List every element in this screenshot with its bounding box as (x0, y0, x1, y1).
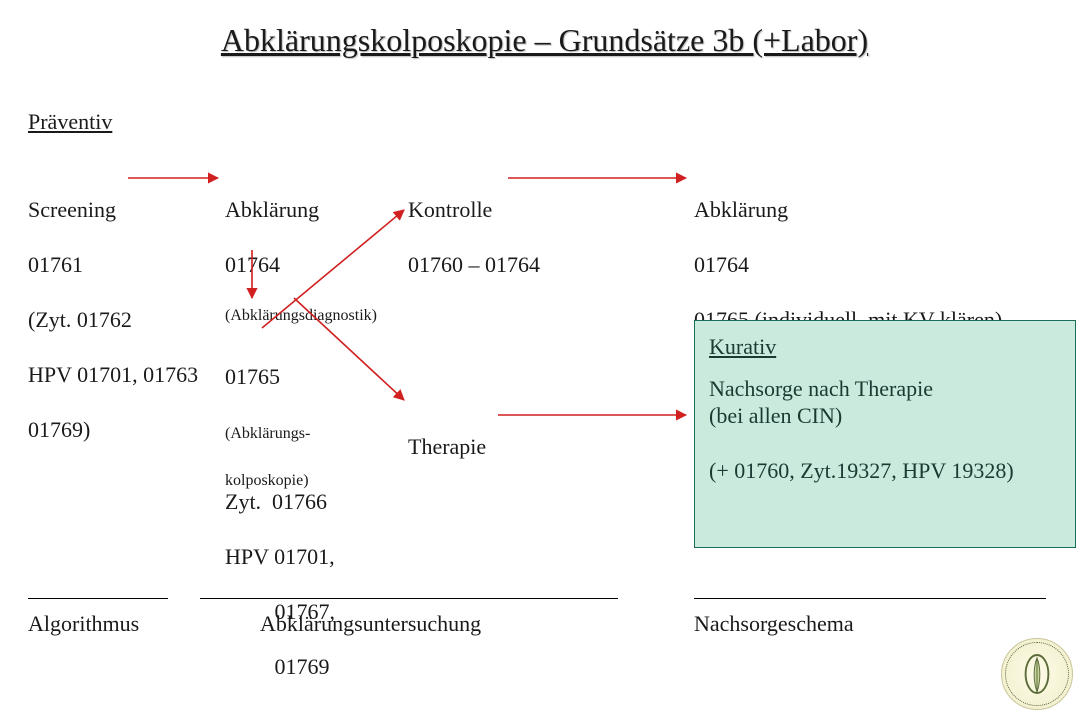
footer-nachsorge: Nachsorgeschema (694, 610, 854, 638)
therapie-text: Therapie (408, 434, 486, 459)
kurativ-header: Kurativ (709, 333, 776, 361)
node-kontrolle: Kontrolle 01760 – 01764 (408, 168, 540, 306)
kontrolle-l1: Kontrolle (408, 196, 540, 224)
abkl1-note: (Abklärungsdiagnostik) (225, 306, 377, 326)
codes-l4: 01769 (225, 653, 335, 681)
rule-1 (28, 598, 168, 599)
screening-l1: 01761 (28, 251, 198, 279)
kurativ-l2: (bei allen CIN) (709, 403, 842, 428)
organization-logo-icon (1001, 638, 1073, 710)
kontrolle-l2: 01760 – 01764 (408, 251, 540, 279)
abkl2-l2: 01764 (694, 251, 1002, 279)
col01765-n1: (Abklärungs- (225, 424, 310, 444)
section-label-praventiv: Präventiv (28, 108, 112, 136)
node-codes: Zyt. 01766 HPV 01701, 01767, 01769 (225, 460, 335, 708)
page-title: Abklärungskolposkopie – Grundsätze 3b (+… (0, 22, 1089, 59)
abkl1-l1: Abklärung (225, 196, 377, 224)
rule-3 (694, 598, 1046, 599)
codes-l2: HPV 01701, (225, 543, 335, 571)
footer-abklarung: Abklärungsuntersuchung (260, 610, 481, 638)
rule-2 (200, 598, 618, 599)
node-therapie: Therapie (408, 405, 486, 460)
kurativ-box: Kurativ Nachsorge nach Therapie (bei all… (694, 320, 1076, 548)
screening-l3: HPV 01701, 01763 (28, 361, 198, 389)
footer-algorithmus: Algorithmus (28, 610, 139, 638)
abkl1-l2: 01764 (225, 251, 377, 279)
abkl2-l1: Abklärung (694, 196, 1002, 224)
col01765-l1: 01765 (225, 363, 310, 391)
kurativ-l1: Nachsorge nach Therapie (709, 376, 933, 401)
node-abklarung-1: Abklärung 01764 (Abklärungsdiagnostik) (225, 168, 377, 353)
screening-l0: Screening (28, 196, 198, 224)
screening-l2: (Zyt. 01762 (28, 306, 198, 334)
kurativ-l3: (+ 01760, Zyt.19327, HPV 19328) (709, 458, 1014, 483)
codes-l1: Zyt. 01766 (225, 488, 335, 516)
screening-l4: 01769) (28, 416, 198, 444)
node-screening: Screening 01761 (Zyt. 01762 HPV 01701, 0… (28, 168, 198, 471)
